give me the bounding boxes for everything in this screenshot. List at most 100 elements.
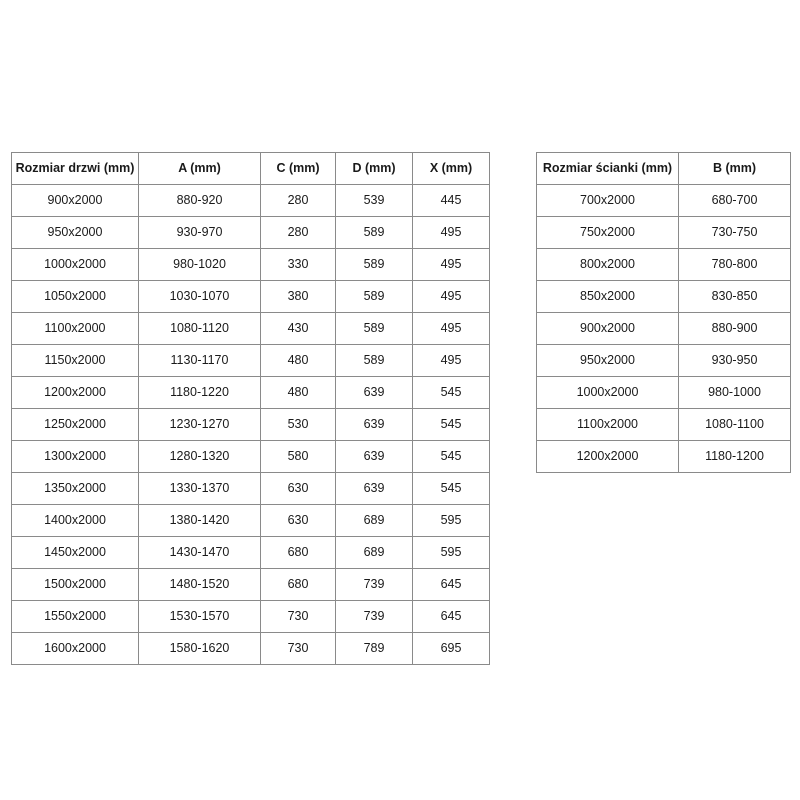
- table-cell: 1300x2000: [11, 440, 139, 473]
- table-cell: 639: [335, 472, 413, 505]
- table-cell: 1100x2000: [536, 408, 679, 441]
- table-row: 1050x2000 1030-1070 380 589 495: [11, 280, 490, 313]
- table-cell: 880-900: [678, 312, 791, 345]
- walls-table-body: 700x2000 680-700 750x2000 730-750 800x2000 78…: [536, 184, 791, 473]
- table-cell: 1000x2000: [536, 376, 679, 409]
- table-cell: 1480-1520: [138, 568, 261, 601]
- walls-column-header-0: Rozmiar ścianki (mm): [536, 152, 679, 185]
- table-row: 1250x2000 1230-1270 530 639 545: [11, 408, 490, 441]
- walls-column-header-1: B (mm): [678, 152, 791, 185]
- table-cell: 589: [335, 216, 413, 249]
- table-cell: 330: [260, 248, 336, 281]
- table-row: 1300x2000 1280-1320 580 639 545: [11, 440, 490, 473]
- table-row: 850x2000 830-850: [536, 280, 791, 313]
- table-cell: 1350x2000: [11, 472, 139, 505]
- table-cell: 1580-1620: [138, 632, 261, 665]
- doors-column-header-1: A (mm): [138, 152, 261, 185]
- table-cell: 1050x2000: [11, 280, 139, 313]
- table-row: 800x2000 780-800: [536, 248, 791, 281]
- table-cell: 530: [260, 408, 336, 441]
- table-cell: 739: [335, 600, 413, 633]
- wall-size-table: Rozmiar ścianki (mm) B (mm) 700x2000 680-7…: [536, 152, 791, 473]
- table-row: 1350x2000 1330-1370 630 639 545: [11, 472, 490, 505]
- table-cell: 639: [335, 408, 413, 441]
- table-cell: 1030-1070: [138, 280, 261, 313]
- table-header-row: Rozmiar ścianki (mm) B (mm): [536, 152, 791, 185]
- table-cell: 630: [260, 504, 336, 537]
- table-cell: 680: [260, 568, 336, 601]
- table-cell: 495: [412, 216, 490, 249]
- table-cell: 1230-1270: [138, 408, 261, 441]
- table-cell: 1080-1100: [678, 408, 791, 441]
- table-cell: 1450x2000: [11, 536, 139, 569]
- table-cell: 800x2000: [536, 248, 679, 281]
- table-cell: 595: [412, 536, 490, 569]
- table-cell: 545: [412, 440, 490, 473]
- table-cell: 1400x2000: [11, 504, 139, 537]
- doors-column-header-2: C (mm): [260, 152, 336, 185]
- table-cell: 645: [412, 600, 490, 633]
- table-cell: 1200x2000: [11, 376, 139, 409]
- table-row: 1500x2000 1480-1520 680 739 645: [11, 568, 490, 601]
- doors-column-header-3: D (mm): [335, 152, 413, 185]
- table-cell: 639: [335, 376, 413, 409]
- table-cell: 495: [412, 248, 490, 281]
- table-cell: 950x2000: [11, 216, 139, 249]
- table-row: 1550x2000 1530-1570 730 739 645: [11, 600, 490, 633]
- table-row: 950x2000 930-950: [536, 344, 791, 377]
- table-cell: 750x2000: [536, 216, 679, 249]
- table-cell: 1250x2000: [11, 408, 139, 441]
- table-cell: 900x2000: [536, 312, 679, 345]
- table-cell: 880-920: [138, 184, 261, 217]
- table-cell: 700x2000: [536, 184, 679, 217]
- table-cell: 780-800: [678, 248, 791, 281]
- table-cell: 430: [260, 312, 336, 345]
- table-cell: 480: [260, 376, 336, 409]
- table-row: 950x2000 930-970 280 589 495: [11, 216, 490, 249]
- table-cell: 1280-1320: [138, 440, 261, 473]
- table-cell: 930-950: [678, 344, 791, 377]
- table-cell: 739: [335, 568, 413, 601]
- table-row: 1600x2000 1580-1620 730 789 695: [11, 632, 490, 665]
- table-cell: 1550x2000: [11, 600, 139, 633]
- table-header-row: Rozmiar drzwi (mm) A (mm) C (mm) D (mm) X (m…: [11, 152, 490, 185]
- table-cell: 730: [260, 632, 336, 665]
- table-cell: 1200x2000: [536, 440, 679, 473]
- table-row: 1100x2000 1080-1100: [536, 408, 791, 441]
- table-cell: 545: [412, 408, 490, 441]
- table-row: 900x2000 880-900: [536, 312, 791, 345]
- table-cell: 689: [335, 536, 413, 569]
- table-cell: 595: [412, 504, 490, 537]
- table-cell: 1130-1170: [138, 344, 261, 377]
- table-cell: 1080-1120: [138, 312, 261, 345]
- table-row: 1100x2000 1080-1120 430 589 495: [11, 312, 490, 345]
- table-cell: 1150x2000: [11, 344, 139, 377]
- table-cell: 445: [412, 184, 490, 217]
- table-row: 1450x2000 1430-1470 680 689 595: [11, 536, 490, 569]
- table-row: 1200x2000 1180-1220 480 639 545: [11, 376, 490, 409]
- table-row: 750x2000 730-750: [536, 216, 791, 249]
- table-row: 700x2000 680-700: [536, 184, 791, 217]
- table-row: 1000x2000 980-1000: [536, 376, 791, 409]
- table-cell: 1000x2000: [11, 248, 139, 281]
- table-cell: 1500x2000: [11, 568, 139, 601]
- table-row: 1000x2000 980-1020 330 589 495: [11, 248, 490, 281]
- table-cell: 730: [260, 600, 336, 633]
- table-row: 1400x2000 1380-1420 630 689 595: [11, 504, 490, 537]
- table-cell: 1380-1420: [138, 504, 261, 537]
- table-cell: 630: [260, 472, 336, 505]
- table-cell: 589: [335, 312, 413, 345]
- table-cell: 1330-1370: [138, 472, 261, 505]
- table-cell: 1180-1200: [678, 440, 791, 473]
- doors-size-table-container: Rozmiar drzwi (mm) A (mm) C (mm) D (mm) X (m…: [11, 152, 490, 665]
- table-cell: 589: [335, 248, 413, 281]
- table-cell: 680-700: [678, 184, 791, 217]
- table-row: 1200x2000 1180-1200: [536, 440, 791, 473]
- table-cell: 380: [260, 280, 336, 313]
- table-cell: 1430-1470: [138, 536, 261, 569]
- doors-table-header: Rozmiar drzwi (mm) A (mm) C (mm) D (mm) X (m…: [11, 152, 490, 185]
- table-cell: 645: [412, 568, 490, 601]
- table-cell: 495: [412, 312, 490, 345]
- table-cell: 830-850: [678, 280, 791, 313]
- table-cell: 589: [335, 280, 413, 313]
